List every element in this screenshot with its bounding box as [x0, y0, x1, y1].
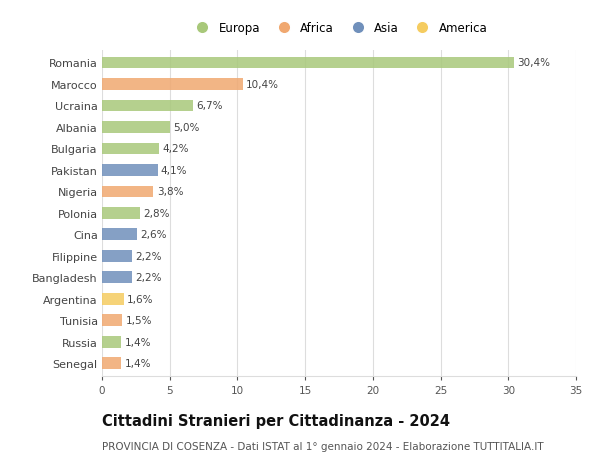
Bar	[102, 358, 121, 369]
Text: 4,2%: 4,2%	[162, 144, 189, 154]
Text: 1,4%: 1,4%	[124, 337, 151, 347]
Text: 1,5%: 1,5%	[126, 316, 152, 325]
Bar	[102, 143, 159, 155]
Bar	[102, 336, 121, 348]
Text: 2,8%: 2,8%	[143, 208, 170, 218]
Text: 2,2%: 2,2%	[135, 273, 161, 283]
Bar	[102, 79, 243, 91]
Text: 3,8%: 3,8%	[157, 187, 184, 197]
Text: 4,1%: 4,1%	[161, 166, 187, 175]
Text: 10,4%: 10,4%	[246, 80, 279, 90]
Text: 6,7%: 6,7%	[196, 101, 223, 111]
Text: 5,0%: 5,0%	[173, 123, 199, 133]
Text: 30,4%: 30,4%	[517, 58, 550, 68]
Bar	[102, 165, 158, 176]
Text: 2,2%: 2,2%	[135, 252, 161, 261]
Bar	[102, 315, 122, 326]
Text: 1,4%: 1,4%	[124, 358, 151, 369]
Text: 2,6%: 2,6%	[140, 230, 167, 240]
Text: Cittadini Stranieri per Cittadinanza - 2024: Cittadini Stranieri per Cittadinanza - 2…	[102, 413, 450, 428]
Text: 1,6%: 1,6%	[127, 294, 154, 304]
Bar	[102, 186, 154, 198]
Bar	[102, 293, 124, 305]
Bar	[102, 272, 132, 284]
Bar	[102, 207, 140, 219]
Text: PROVINCIA DI COSENZA - Dati ISTAT al 1° gennaio 2024 - Elaborazione TUTTITALIA.I: PROVINCIA DI COSENZA - Dati ISTAT al 1° …	[102, 441, 544, 451]
Bar	[102, 57, 514, 69]
Bar	[102, 251, 132, 262]
Bar	[102, 122, 170, 134]
Bar	[102, 101, 193, 112]
Bar	[102, 229, 137, 241]
Legend: Europa, Africa, Asia, America: Europa, Africa, Asia, America	[187, 19, 491, 39]
